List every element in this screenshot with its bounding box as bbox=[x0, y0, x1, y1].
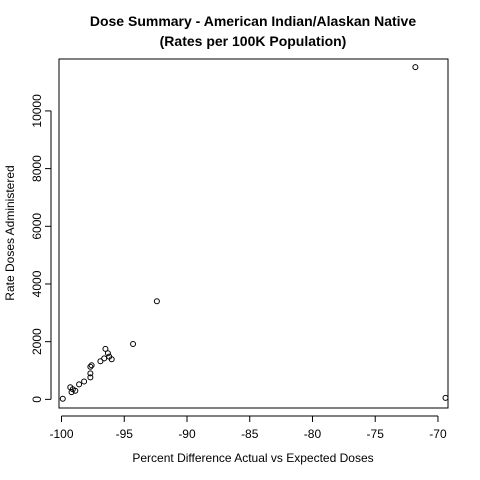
x-tick-label: -80 bbox=[304, 427, 322, 441]
data-point bbox=[130, 340, 137, 347]
y-tick-label: 0 bbox=[30, 396, 44, 403]
data-point bbox=[87, 374, 94, 381]
data-point bbox=[59, 395, 66, 402]
data-point bbox=[442, 394, 449, 401]
data-point bbox=[88, 362, 95, 369]
data-point bbox=[68, 389, 75, 396]
data-point bbox=[412, 64, 419, 71]
data-point bbox=[76, 381, 83, 388]
data-points bbox=[59, 64, 449, 402]
data-point bbox=[97, 358, 104, 365]
x-axis: -100 -95 -90 -85 -80 -75 -70 bbox=[49, 415, 447, 441]
y-tick-label: 4000 bbox=[30, 270, 44, 297]
x-tick-label: -85 bbox=[241, 427, 259, 441]
data-point bbox=[102, 345, 109, 352]
y-tick-label: 10000 bbox=[30, 94, 44, 128]
data-point bbox=[87, 370, 94, 377]
chart-subtitle: (Rates per 100K Population) bbox=[160, 33, 347, 49]
y-tick-label: 2000 bbox=[30, 328, 44, 355]
data-point bbox=[101, 355, 108, 362]
data-point bbox=[81, 378, 88, 385]
x-tick-label: -100 bbox=[49, 427, 73, 441]
y-tick-label: 6000 bbox=[30, 213, 44, 240]
data-point bbox=[104, 350, 111, 357]
plot-area-frame bbox=[58, 58, 449, 409]
x-axis-label: Percent Difference Actual vs Expected Do… bbox=[132, 451, 373, 465]
chart-title: Dose Summary - American Indian/Alaskan N… bbox=[90, 13, 416, 29]
y-tick-label: 8000 bbox=[30, 155, 44, 182]
x-tick-label: -90 bbox=[178, 427, 196, 441]
data-point bbox=[153, 298, 160, 305]
data-point bbox=[87, 363, 94, 370]
x-tick-label: -75 bbox=[367, 427, 385, 441]
x-tick-label: -70 bbox=[429, 427, 447, 441]
data-point bbox=[108, 356, 115, 363]
y-axis: 0 2000 4000 6000 8000 10000 bbox=[30, 94, 52, 403]
y-axis-label: Rate Doses Administered bbox=[3, 165, 17, 300]
data-point bbox=[72, 387, 79, 394]
x-tick-label: -95 bbox=[116, 427, 134, 441]
